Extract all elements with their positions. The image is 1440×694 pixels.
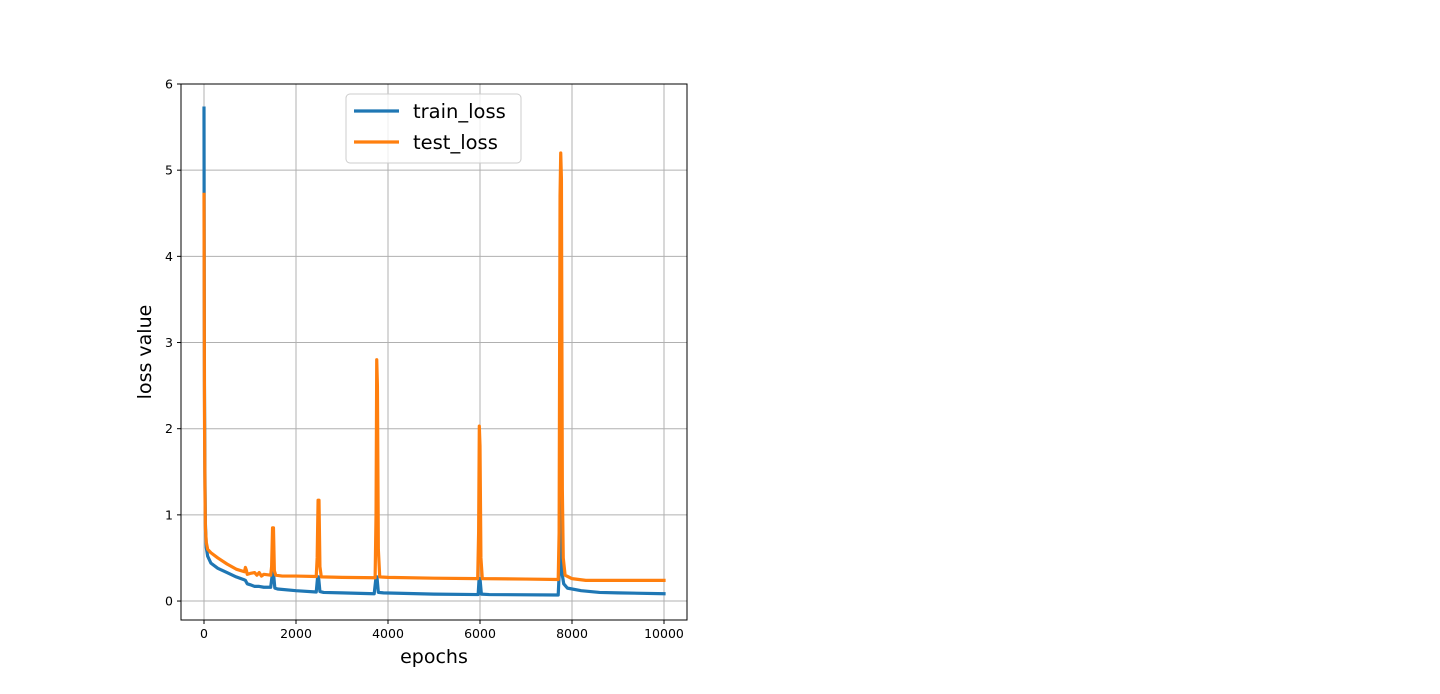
y-tick-label: 0 — [165, 594, 173, 609]
plot-area — [181, 84, 687, 620]
ticks: 0 2000 4000 6000 8000 10000 0 1 2 3 4 5 6 — [165, 77, 684, 642]
x-tick-label: 2000 — [280, 626, 312, 641]
y-tick-label: 5 — [165, 163, 173, 178]
y-axis-label: loss value — [134, 305, 156, 400]
x-tick-label: 6000 — [464, 626, 496, 641]
legend-label-train-loss: train_loss — [413, 100, 506, 123]
y-tick-label: 6 — [165, 77, 173, 92]
legend: train_loss test_loss — [345, 93, 522, 164]
y-tick-label: 2 — [165, 421, 173, 436]
series-line-test-loss — [202, 151, 666, 582]
grid — [181, 83, 687, 620]
y-tick-label: 3 — [165, 335, 173, 350]
series-layer — [202, 106, 666, 597]
legend-label-test-loss: test_loss — [413, 131, 498, 154]
x-tick-label: 8000 — [556, 626, 588, 641]
x-tick-label: 4000 — [372, 626, 404, 641]
plot-frame — [180, 83, 688, 621]
y-tick-label: 1 — [165, 507, 173, 522]
x-tick-label: 10000 — [644, 626, 684, 641]
x-axis-label: epochs — [400, 646, 468, 668]
x-tick-label: 0 — [200, 626, 208, 641]
y-tick-label: 4 — [165, 249, 173, 264]
